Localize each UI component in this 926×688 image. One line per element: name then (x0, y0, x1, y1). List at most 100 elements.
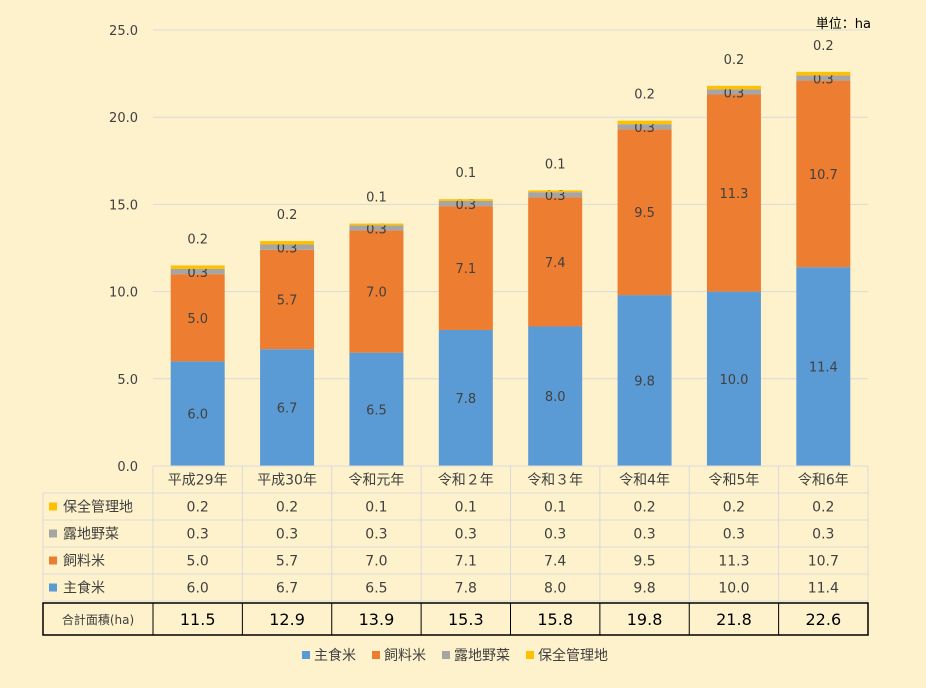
total-value: 19.8 (627, 610, 663, 629)
totals-label: 合計面積(ha) (62, 612, 134, 627)
data-label: 0.3 (455, 198, 476, 213)
table-legend-key (49, 556, 57, 565)
totals-row-border (42, 602, 869, 636)
data-label: 0.1 (366, 191, 387, 206)
bar-露地野菜-6 (706, 89, 761, 95)
data-label: 5.0 (187, 312, 208, 327)
table-row-label: 主食米 (63, 580, 105, 597)
x-tick-label: 平成29年 (168, 473, 228, 489)
bar-飼料米-7 (796, 80, 851, 268)
bar-飼料米-6 (706, 94, 761, 292)
table-cell: 6.7 (276, 581, 298, 597)
data-label: 0.2 (277, 208, 298, 223)
x-tick-label: 令和6年 (798, 473, 849, 489)
table-cell: 8.0 (544, 581, 566, 597)
bar-主食米-7 (796, 267, 851, 466)
total-value: 12.9 (269, 610, 305, 629)
table-cell: 0.3 (455, 527, 477, 543)
x-tick-label: 令和元年 (348, 473, 404, 489)
bar-飼料米-3 (438, 206, 493, 330)
bar-主食米-5 (617, 295, 672, 466)
bar-飼料米-5 (617, 129, 672, 296)
legend-key (372, 651, 380, 659)
data-label: 11.3 (719, 187, 748, 202)
table-cell: 9.8 (633, 581, 655, 597)
table-legend-key (49, 529, 57, 538)
bar-露地野菜-2 (349, 225, 404, 231)
data-label: 0.3 (366, 222, 387, 237)
bar-保全管理地-7 (796, 71, 851, 76)
bar-主食米-3 (438, 329, 493, 466)
bar-飼料米-0 (170, 274, 225, 362)
data-label: 7.1 (455, 262, 476, 277)
data-label: 0.1 (545, 157, 566, 172)
y-tick-label: 25.0 (109, 24, 138, 39)
table-cell: 0.3 (365, 527, 387, 543)
table-cell: 0.2 (812, 500, 834, 516)
bar-露地野菜-0 (170, 268, 225, 275)
bar-保全管理地-3 (438, 199, 493, 201)
data-label: 7.0 (366, 286, 387, 301)
table-cell: 0.1 (544, 500, 566, 516)
data-label: 7.8 (455, 392, 476, 407)
x-tick-label: 令和２年 (438, 473, 494, 489)
table-cell: 0.3 (276, 527, 298, 543)
data-label: 6.0 (187, 408, 208, 423)
table-cell: 0.1 (455, 500, 477, 516)
bar-飼料米-1 (260, 249, 315, 350)
data-label: 0.3 (634, 121, 655, 136)
table-cell: 0.2 (723, 500, 745, 516)
table-cell: 0.3 (812, 527, 834, 543)
table-cell: 11.4 (808, 581, 839, 597)
table-cell: 0.3 (633, 527, 655, 543)
bar-主食米-0 (170, 361, 225, 466)
y-tick-label: 15.0 (109, 198, 138, 213)
table-cell: 7.8 (455, 581, 477, 597)
data-label: 9.5 (634, 206, 655, 221)
table-row-label: 保全管理地 (63, 499, 133, 516)
data-label: 0.3 (545, 189, 566, 204)
bar-飼料米-4 (528, 197, 583, 327)
table-cell: 6.0 (187, 581, 209, 597)
bar-主食米-1 (260, 349, 315, 466)
x-tick-label: 平成30年 (257, 473, 317, 489)
bar-露地野菜-5 (617, 124, 672, 130)
table-cell: 0.3 (544, 527, 566, 543)
unit-label: 単位：ha (815, 17, 871, 32)
data-label: 5.7 (277, 293, 298, 308)
data-label: 10.0 (719, 373, 748, 388)
data-label: 0.3 (813, 72, 834, 87)
bar-保全管理地-6 (706, 85, 761, 90)
total-value: 15.3 (448, 610, 484, 629)
total-value: 13.9 (359, 610, 395, 629)
table-cell: 11.3 (718, 554, 749, 570)
data-label: 0.2 (813, 39, 834, 54)
bar-保全管理地-1 (260, 241, 315, 245)
table-cell: 7.4 (544, 554, 566, 570)
table-cell: 0.2 (633, 500, 655, 516)
legend-label: 主食米 (314, 647, 356, 664)
bar-主食米-6 (706, 291, 761, 466)
table-cell: 7.0 (365, 554, 387, 570)
data-label: 0.1 (455, 166, 476, 181)
table-cell: 5.0 (187, 554, 209, 570)
total-value: 11.5 (180, 610, 216, 629)
bar-露地野菜-7 (796, 75, 851, 81)
data-label: 9.8 (634, 375, 655, 390)
legend-key (442, 651, 450, 659)
y-tick-label: 10.0 (109, 286, 138, 301)
y-tick-label: 0.0 (117, 460, 138, 475)
table-legend-key (49, 502, 57, 511)
table-cell: 10.7 (808, 554, 839, 570)
legend-label: 保全管理地 (538, 647, 608, 664)
data-label: 0.2 (634, 88, 655, 103)
table-cell: 5.7 (276, 554, 298, 570)
data-label: 0.3 (187, 266, 208, 281)
y-tick-label: 20.0 (109, 111, 138, 126)
table-cell: 9.5 (633, 554, 655, 570)
table-cell: 7.1 (455, 554, 477, 570)
table-cell: 0.2 (276, 500, 298, 516)
legend-label: 露地野菜 (454, 648, 510, 664)
